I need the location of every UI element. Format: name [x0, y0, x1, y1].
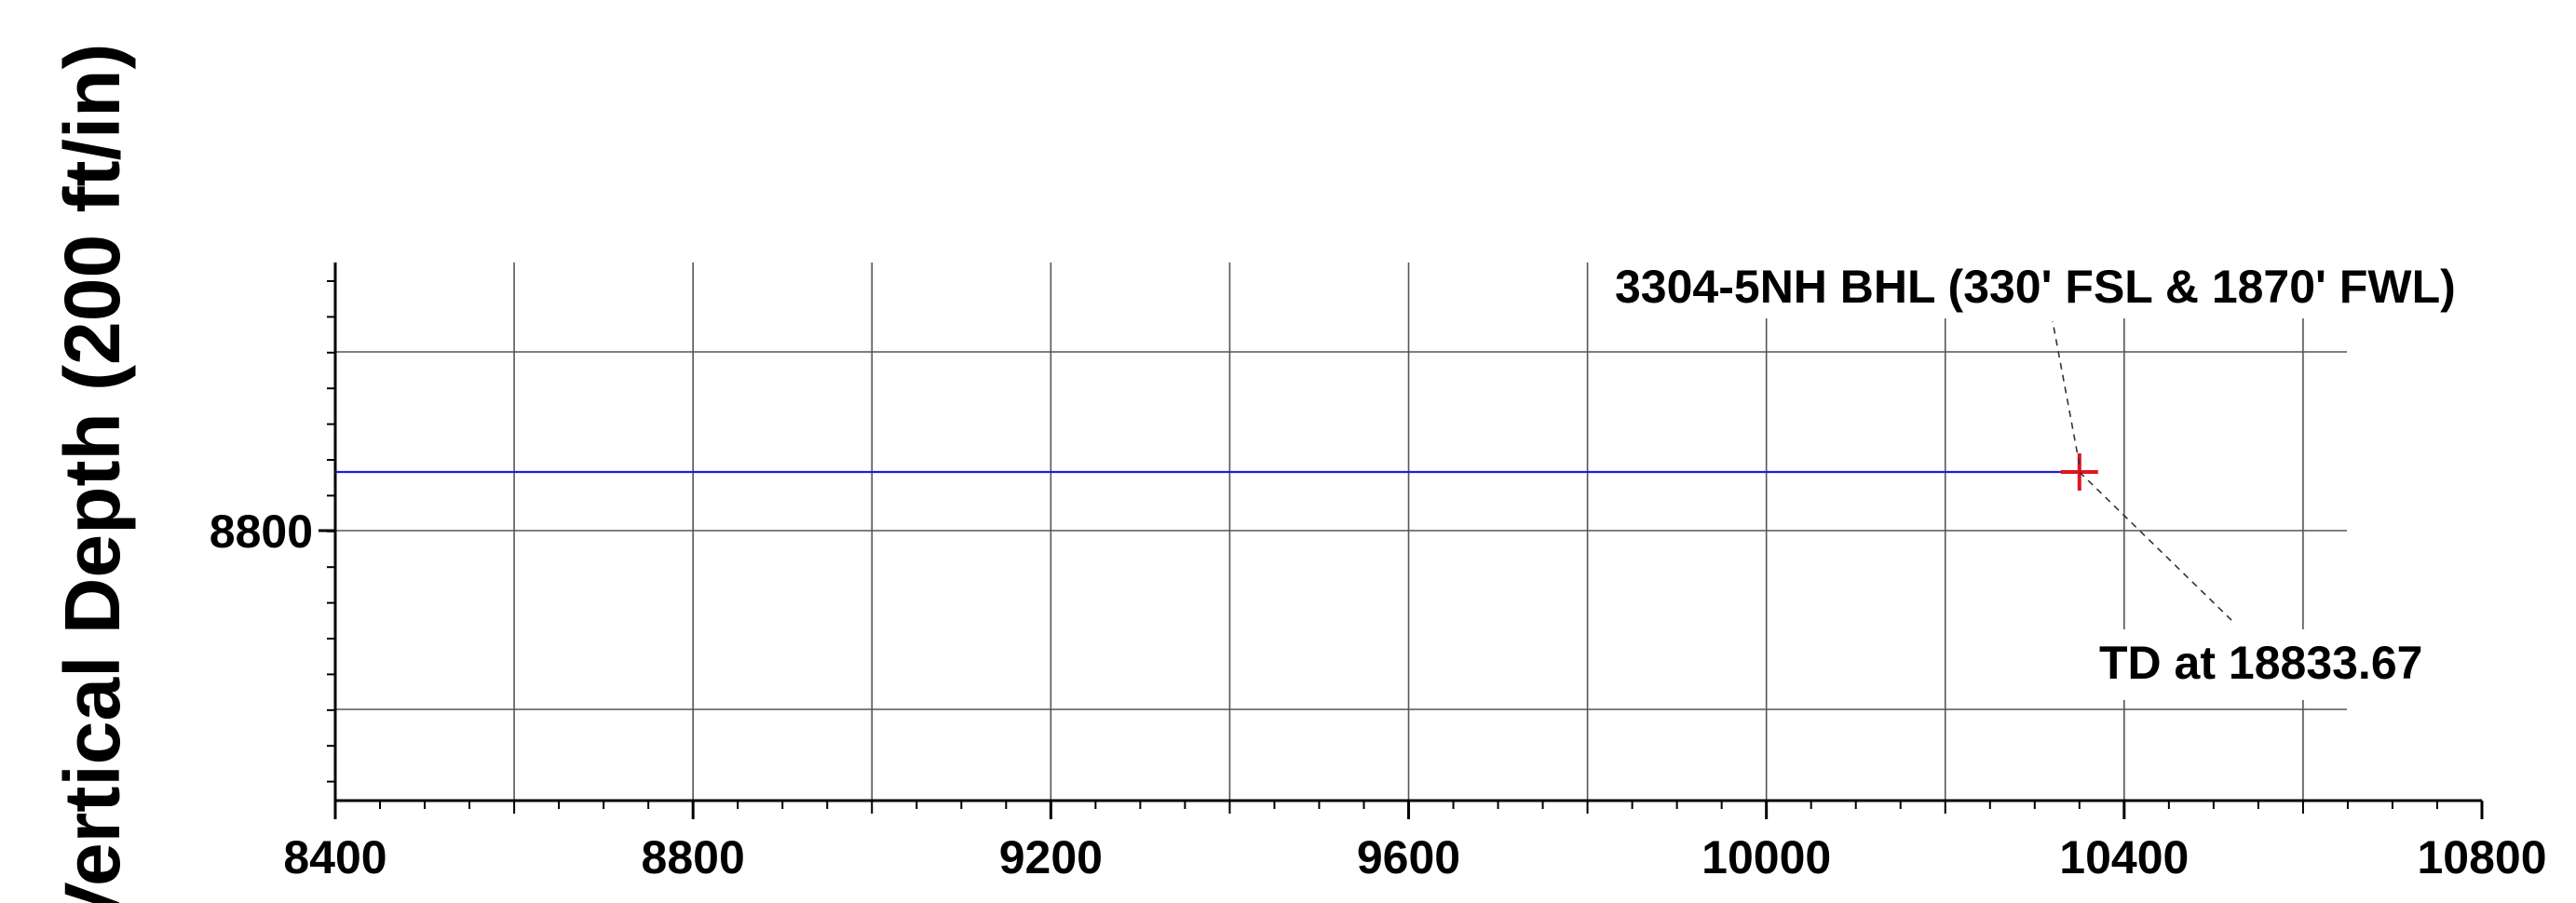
- x-tick-label: 10400: [2059, 831, 2189, 883]
- x-tick-label: 10800: [2417, 831, 2546, 883]
- x-tick-label: 9600: [1357, 831, 1460, 883]
- bhl-leader-line: [2052, 320, 2081, 465]
- bhl-annotation: 3304-5NH BHL (330' FSL & 1870' FWL): [1615, 261, 2456, 313]
- bhl-label-bg: [1609, 251, 2522, 318]
- td-annotation: TD at 18833.67: [2099, 637, 2422, 689]
- y-tick-label: 8800: [210, 505, 313, 558]
- x-tick-label: 9200: [999, 831, 1103, 883]
- x-tick-label: 8400: [283, 831, 386, 883]
- td-leader-line: [2079, 471, 2234, 623]
- grid: [335, 263, 2347, 801]
- annotations: 3304-5NH BHL (330' FSL & 1870' FWL) TD at…: [1609, 251, 2522, 700]
- axes: 8400 8800 9200 9600 10000 10400 10800 8800: [210, 263, 2547, 883]
- x-tick-label: 8800: [642, 831, 745, 883]
- x-tick-label: 10000: [1702, 831, 1831, 883]
- y-axis-label: Vertical Depth (200 ft/in): [48, 44, 136, 903]
- series: [335, 453, 2098, 491]
- td-label-bg: [2095, 629, 2455, 700]
